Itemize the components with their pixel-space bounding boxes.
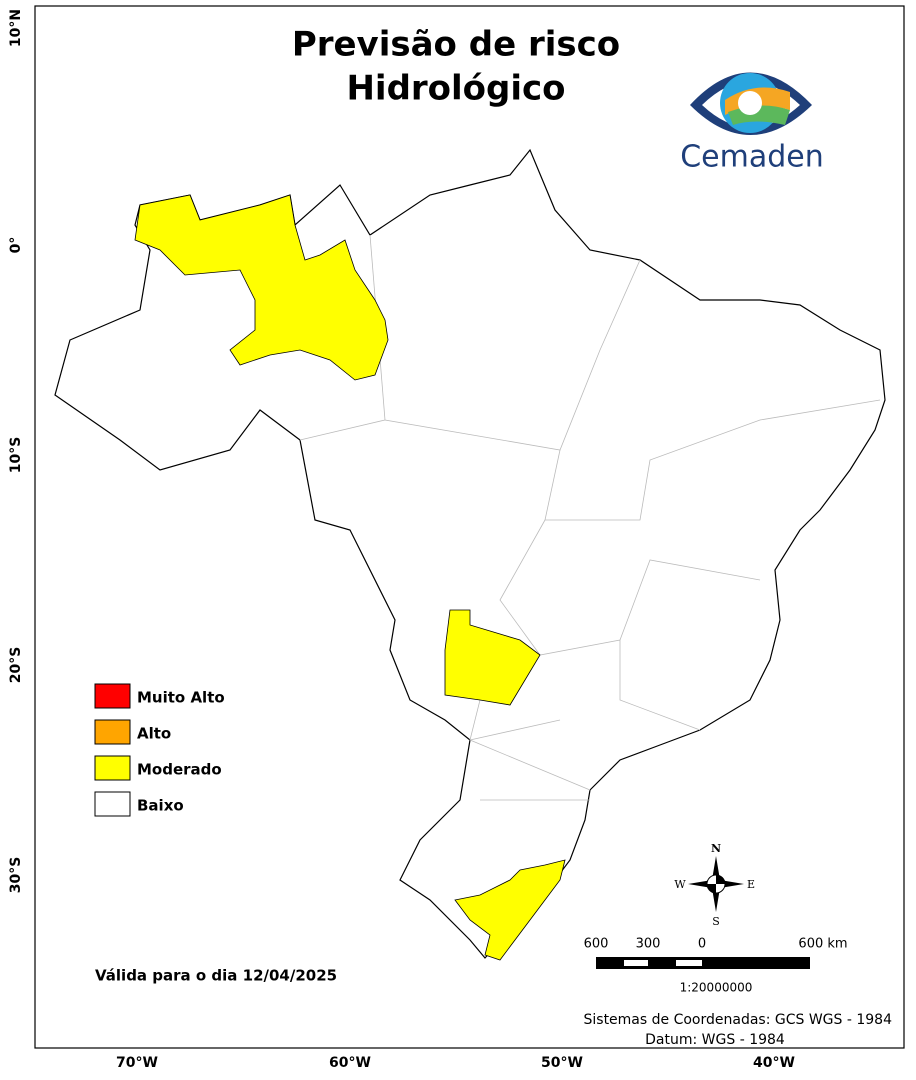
risk-regions	[134, 194, 566, 961]
latitude-label: 10°N	[8, 9, 24, 47]
credit-line: Sistemas de Coordenadas: GCS WGS - 1984	[584, 1012, 893, 1028]
scale-bar: 600 300 0 600 km 1:20000000	[584, 937, 848, 995]
legend-label: Muito Alto	[137, 689, 225, 707]
scale-bar-segment	[676, 960, 702, 966]
compass-north: N	[711, 842, 721, 855]
logo-text: Cemaden	[680, 140, 824, 175]
compass: N E S W	[674, 842, 755, 928]
longitude-label: 40°W	[753, 1055, 795, 1071]
moderate-region	[454, 859, 566, 961]
validity-date: Válida para o dia 12/04/2025	[95, 967, 337, 985]
legend-label: Moderado	[137, 761, 222, 779]
latitude-label: 10°S	[8, 437, 24, 474]
scale-bar-segment	[624, 960, 648, 966]
compass-west: W	[674, 878, 686, 891]
latitude-label: 20°S	[8, 647, 24, 684]
legend-swatch	[94, 683, 131, 709]
moderate-region	[444, 609, 541, 706]
legend: Muito Alto Alto Moderado Baixo	[94, 683, 225, 817]
title-line: Hidrológico	[346, 69, 565, 109]
scale-label: 600	[584, 937, 609, 952]
scale-ratio: 1:20000000	[680, 981, 753, 995]
longitude-label: 50°W	[541, 1055, 583, 1071]
coordinate-labels: 70°W 60°W 50°W 40°W 10°N 0° 10°S 20°S 30°S	[8, 9, 795, 1071]
latitude-label: 30°S	[8, 857, 24, 894]
longitude-label: 60°W	[329, 1055, 371, 1071]
compass-south: S	[712, 915, 720, 928]
logo: Cemaden	[680, 72, 824, 175]
longitude-label: 70°W	[116, 1055, 158, 1071]
scale-label: 600 km	[798, 937, 847, 952]
legend-label: Baixo	[137, 797, 184, 815]
legend-label: Alto	[137, 725, 171, 743]
legend-swatch	[94, 755, 131, 781]
latitude-label: 0°	[8, 237, 24, 254]
moderate-region	[134, 194, 389, 381]
compass-east: E	[747, 878, 755, 891]
legend-swatch	[94, 791, 131, 817]
scale-bar-body	[596, 957, 810, 969]
compass-quarter	[707, 875, 725, 893]
scale-label: 300	[636, 937, 661, 952]
title-line: Previsão de risco	[292, 25, 620, 65]
scale-label: 0	[698, 937, 706, 952]
credit-line: Datum: WGS - 1984	[645, 1032, 785, 1048]
logo-pupil	[738, 91, 762, 115]
legend-swatch	[94, 719, 131, 745]
